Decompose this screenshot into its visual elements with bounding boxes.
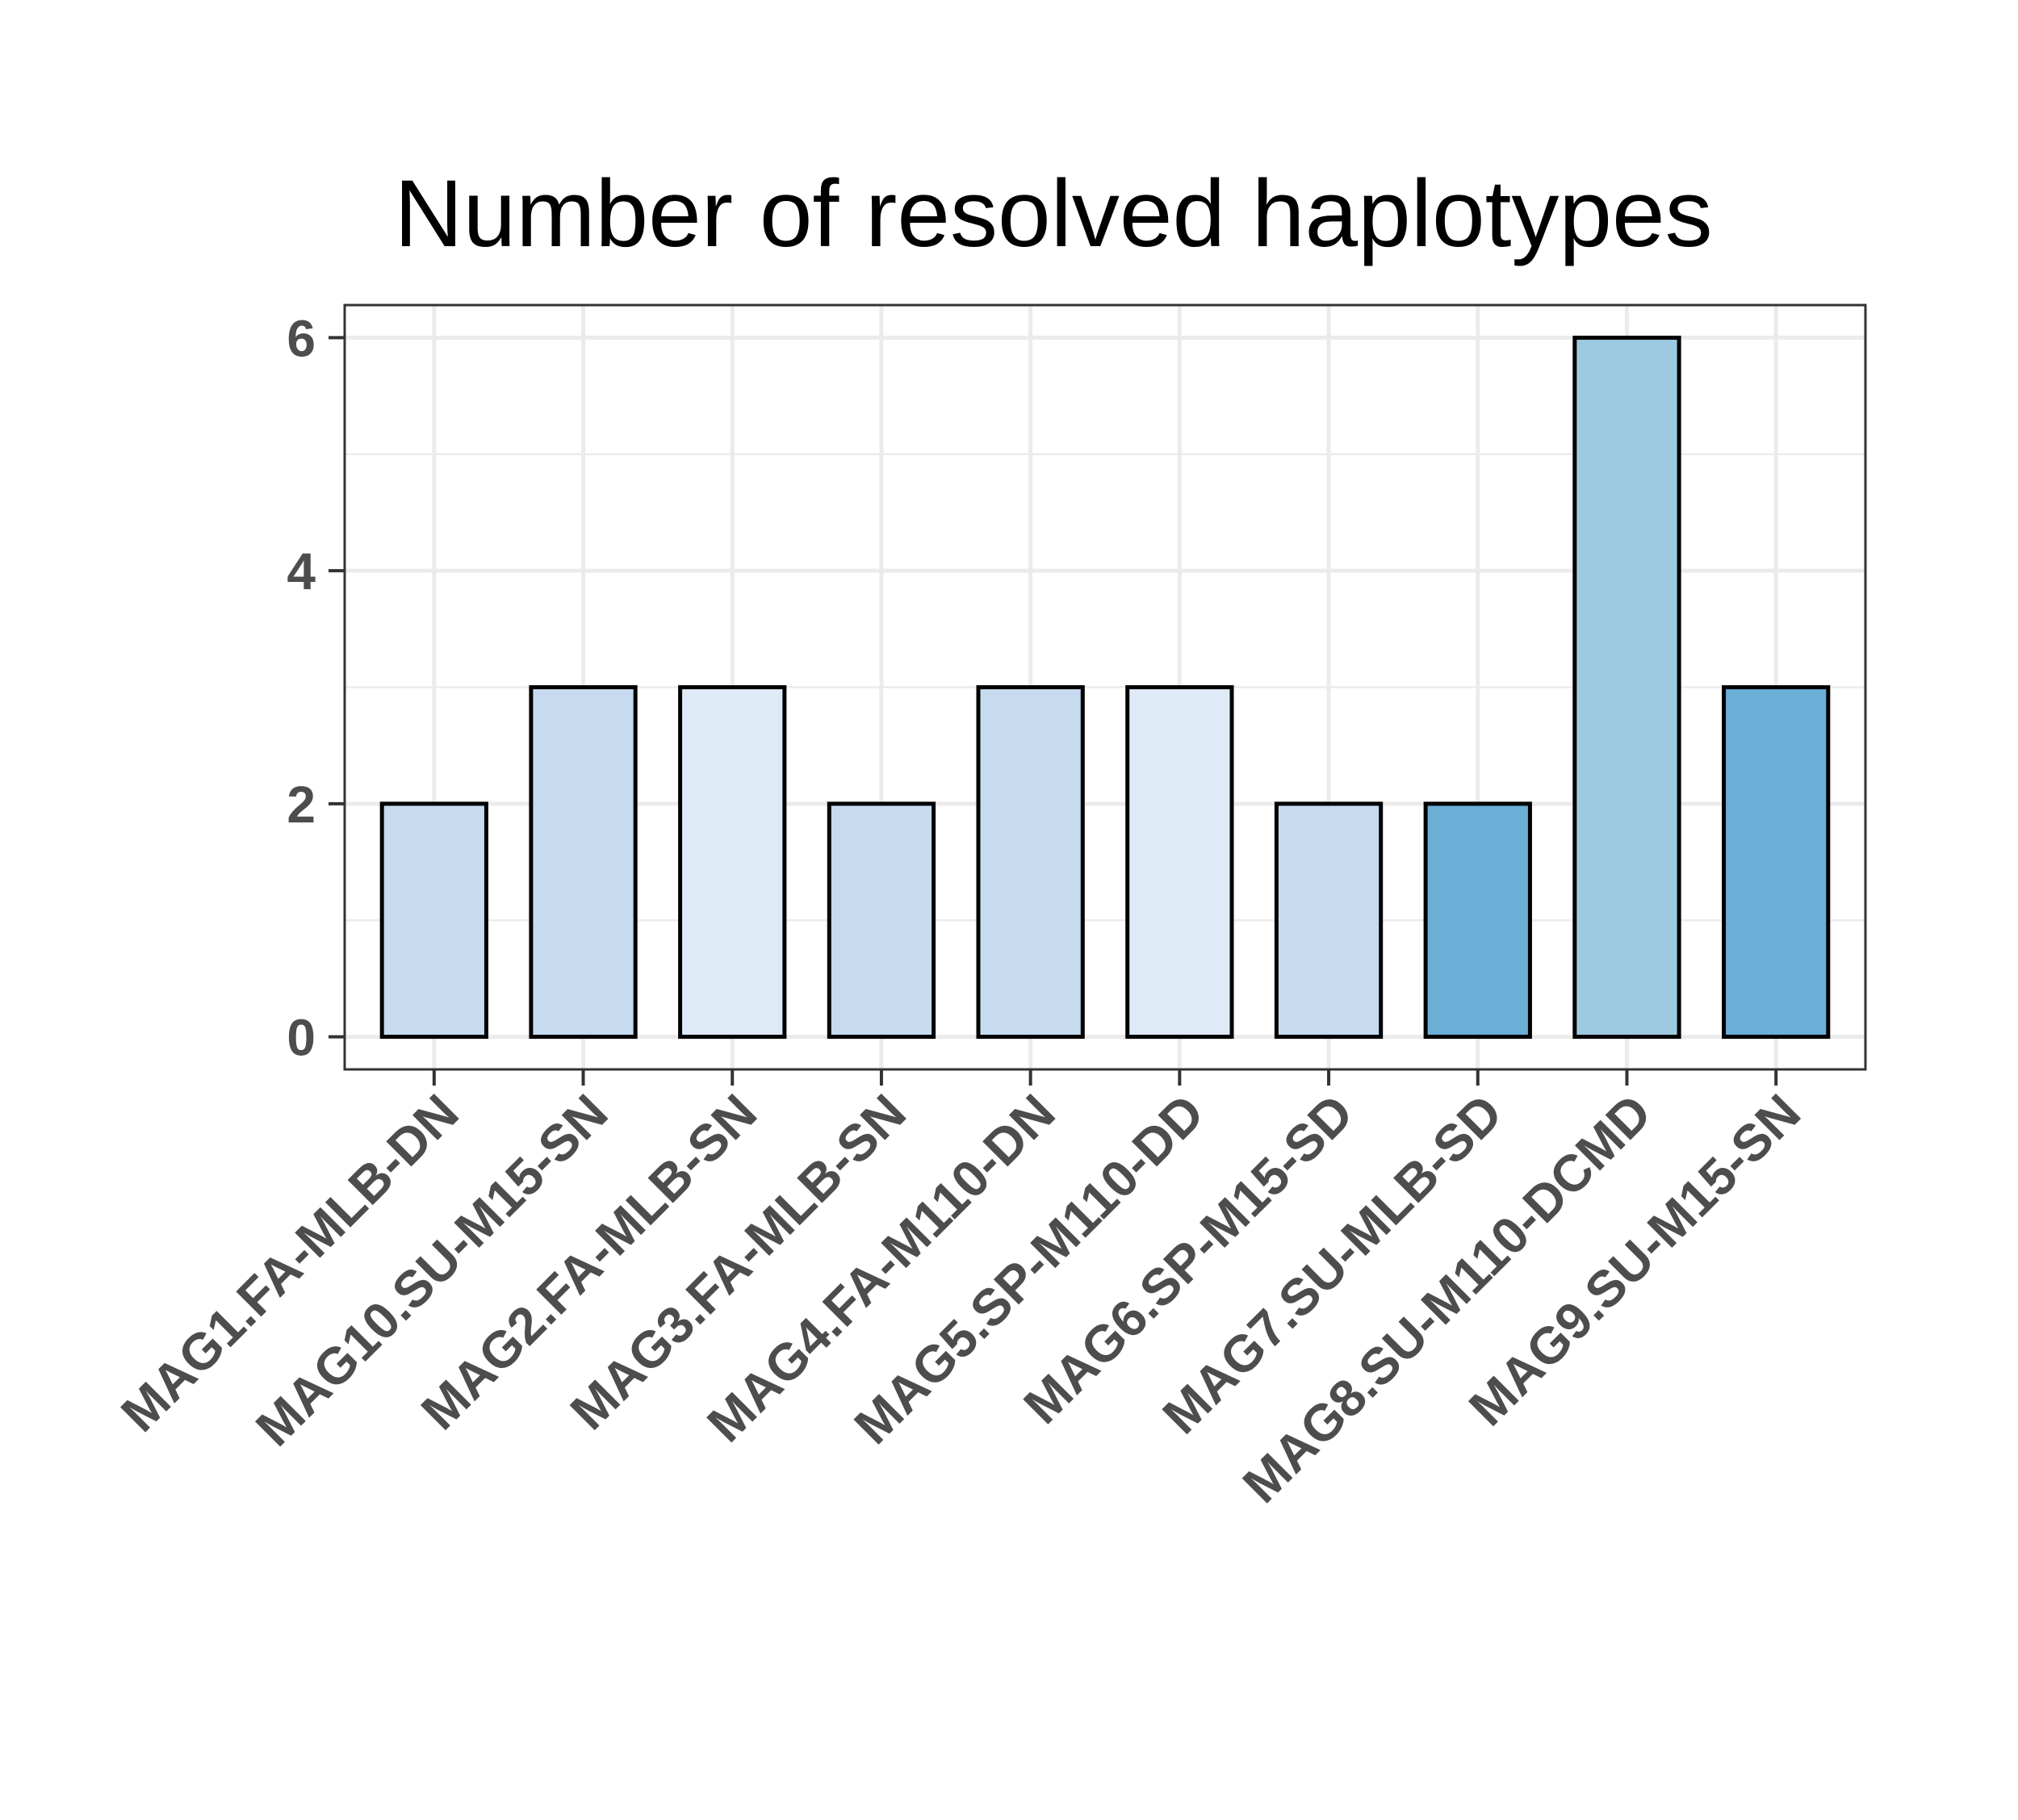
bar-MAG1.FA-MLB-DN bbox=[379, 801, 488, 1040]
bar-MAG6.SP-M15-SD bbox=[1274, 801, 1384, 1040]
y-tick-label: 0 bbox=[287, 1009, 316, 1067]
y-tick-label: 6 bbox=[287, 309, 316, 367]
bar-MAG10.SU-M15-SN bbox=[529, 685, 638, 1040]
bar-MAG8.SU-M110-DCMD bbox=[1572, 335, 1681, 1040]
axes bbox=[329, 303, 1867, 1086]
bar-MAG5.SP-M110-DD bbox=[1125, 685, 1234, 1040]
bar-MAG4.FA-M110-DN bbox=[976, 685, 1085, 1040]
y-tick-label: 4 bbox=[287, 542, 316, 600]
panel-border bbox=[343, 303, 1867, 1071]
y-tick-label: 2 bbox=[287, 776, 316, 834]
bar-MAG2.FA-MLB-SN bbox=[678, 685, 787, 1040]
chart-title: Number of resolved haplotypes bbox=[394, 161, 1712, 267]
bar-MAG3.FA-MLB-SN bbox=[827, 801, 936, 1040]
bar-MAG7.SU-MLB-SD bbox=[1423, 801, 1532, 1040]
bars bbox=[379, 335, 1831, 1040]
bar-MAG9.SU-M15-SN bbox=[1722, 685, 1831, 1040]
tick-labels: 0246MAG1.FA-MLB-DNMAG10.SU-M15-SNMAG2.FA… bbox=[110, 309, 1811, 1513]
